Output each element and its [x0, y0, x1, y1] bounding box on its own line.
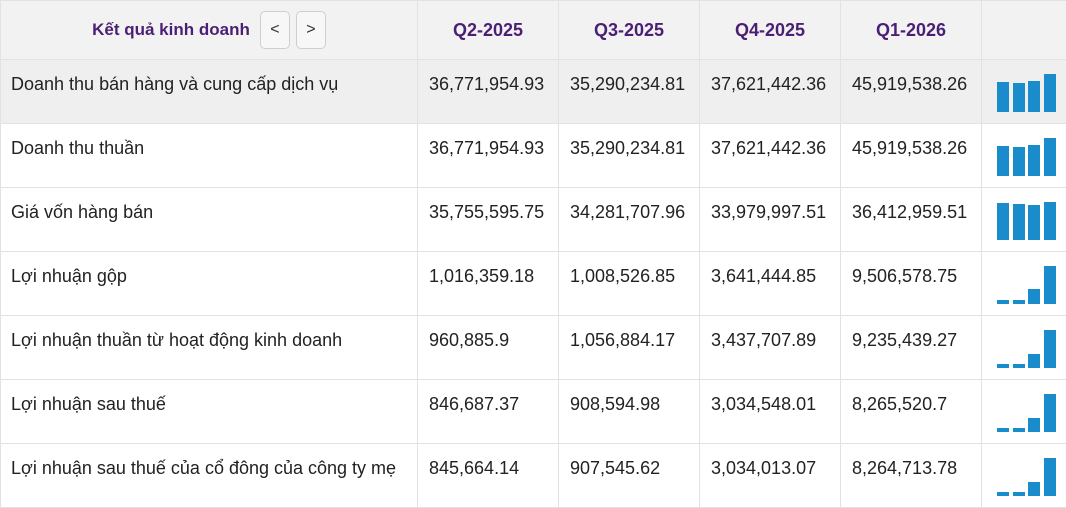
- sparkline-bar: [1028, 81, 1040, 112]
- prev-period-button[interactable]: <: [260, 11, 290, 49]
- value-cell-q4-2025: 3,034,548.01: [700, 380, 841, 444]
- value-cell-q3-2025: 907,545.62: [559, 444, 700, 508]
- row-label: Lợi nhuận gộp: [1, 252, 418, 316]
- value-cell-q1-2026: 45,919,538.26: [841, 124, 982, 188]
- table-row[interactable]: Lợi nhuận sau thuế của cổ đông của công …: [1, 444, 1066, 508]
- row-label: Lợi nhuận thuần từ hoạt động kinh doanh: [1, 316, 418, 380]
- trend-sparkline-cell: [982, 188, 1066, 252]
- trend-sparkline: [997, 202, 1057, 240]
- trend-sparkline: [997, 74, 1057, 112]
- value-cell-q2-2025: 1,016,359.18: [418, 252, 559, 316]
- value-cell-q1-2026: 36,412,959.51: [841, 188, 982, 252]
- sparkline-bar: [1013, 428, 1025, 432]
- value-cell-q2-2025: 36,771,954.93: [418, 60, 559, 124]
- header-row: Kết quả kinh doanh < > Q2-2025 Q3-2025 Q…: [1, 1, 1066, 60]
- period-header-q3-2025: Q3-2025: [559, 1, 700, 60]
- trend-sparkline-cell: [982, 316, 1066, 380]
- trend-sparkline: [997, 266, 1057, 304]
- sparkline-bar: [1013, 364, 1025, 368]
- header-title-cell: Kết quả kinh doanh < >: [1, 1, 418, 60]
- sparkline-bar: [1028, 145, 1040, 176]
- value-cell-q1-2026: 45,919,538.26: [841, 60, 982, 124]
- period-header-q4-2025: Q4-2025: [700, 1, 841, 60]
- sparkline-bar: [997, 492, 1009, 496]
- sparkline-bar: [997, 364, 1009, 368]
- period-header-q1-2026: Q1-2026: [841, 1, 982, 60]
- value-cell-q2-2025: 846,687.37: [418, 380, 559, 444]
- value-cell-q1-2026: 8,265,520.7: [841, 380, 982, 444]
- value-cell-q2-2025: 36,771,954.93: [418, 124, 559, 188]
- row-label: Lợi nhuận sau thuế của cổ đông của công …: [1, 444, 418, 508]
- sparkline-bar: [1013, 83, 1025, 112]
- trend-sparkline: [997, 394, 1057, 432]
- sparkline-bar: [1044, 202, 1056, 240]
- row-label: Lợi nhuận sau thuế: [1, 380, 418, 444]
- trend-sparkline: [997, 138, 1057, 176]
- value-cell-q2-2025: 35,755,595.75: [418, 188, 559, 252]
- trend-sparkline-cell: [982, 444, 1066, 508]
- row-label: Doanh thu thuần: [1, 124, 418, 188]
- sparkline-bar: [997, 203, 1009, 240]
- value-cell-q1-2026: 9,506,578.75: [841, 252, 982, 316]
- value-cell-q3-2025: 35,290,234.81: [559, 60, 700, 124]
- sparkline-bar: [1013, 300, 1025, 304]
- value-cell-q3-2025: 908,594.98: [559, 380, 700, 444]
- sparkline-bar: [997, 82, 1009, 112]
- value-cell-q4-2025: 37,621,442.36: [700, 60, 841, 124]
- sparkline-bar: [997, 300, 1009, 304]
- sparkline-bar: [997, 428, 1009, 432]
- sparkline-bar: [1044, 266, 1056, 304]
- value-cell-q4-2025: 3,437,707.89: [700, 316, 841, 380]
- sparkline-bar: [1028, 482, 1040, 496]
- trend-sparkline-cell: [982, 252, 1066, 316]
- sparkline-bar: [997, 146, 1009, 176]
- sparkline-bar: [1028, 418, 1040, 432]
- value-cell-q2-2025: 960,885.9: [418, 316, 559, 380]
- trend-sparkline: [997, 330, 1057, 368]
- sparkline-bar: [1013, 492, 1025, 496]
- trend-sparkline-cell: [982, 124, 1066, 188]
- sparkline-bar: [1013, 147, 1025, 176]
- value-cell-q4-2025: 37,621,442.36: [700, 124, 841, 188]
- value-cell-q4-2025: 33,979,997.51: [700, 188, 841, 252]
- sparkline-bar: [1044, 330, 1056, 368]
- trend-sparkline: [997, 458, 1057, 496]
- value-cell-q3-2025: 1,008,526.85: [559, 252, 700, 316]
- value-cell-q1-2026: 8,264,713.78: [841, 444, 982, 508]
- trend-sparkline-cell: [982, 60, 1066, 124]
- row-label: Giá vốn hàng bán: [1, 188, 418, 252]
- row-label: Doanh thu bán hàng và cung cấp dịch vụ: [1, 60, 418, 124]
- value-cell-q3-2025: 1,056,884.17: [559, 316, 700, 380]
- sparkline-bar: [1028, 354, 1040, 368]
- value-cell-q1-2026: 9,235,439.27: [841, 316, 982, 380]
- value-cell-q3-2025: 34,281,707.96: [559, 188, 700, 252]
- next-period-button[interactable]: >: [296, 11, 326, 49]
- period-header-q2-2025: Q2-2025: [418, 1, 559, 60]
- sparkline-bar: [1044, 458, 1056, 496]
- value-cell-q2-2025: 845,664.14: [418, 444, 559, 508]
- trend-header: [982, 1, 1066, 60]
- sparkline-bar: [1044, 74, 1056, 112]
- sparkline-bar: [1028, 205, 1040, 240]
- sparkline-bar: [1044, 138, 1056, 176]
- value-cell-q4-2025: 3,034,013.07: [700, 444, 841, 508]
- sparkline-bar: [1028, 289, 1040, 304]
- value-cell-q3-2025: 35,290,234.81: [559, 124, 700, 188]
- trend-sparkline-cell: [982, 380, 1066, 444]
- table-title: Kết quả kinh doanh: [92, 20, 250, 40]
- sparkline-bar: [1013, 204, 1025, 240]
- sparkline-bar: [1044, 394, 1056, 432]
- value-cell-q4-2025: 3,641,444.85: [700, 252, 841, 316]
